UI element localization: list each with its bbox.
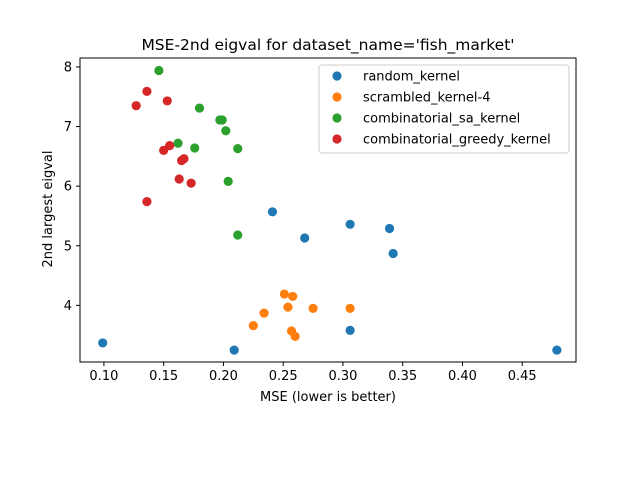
y-tick-label: 5 — [64, 239, 72, 254]
plot-frame — [79, 57, 577, 363]
data-point-3-1 — [154, 65, 164, 76]
data-point-1-2 — [229, 345, 239, 355]
chart-title: MSE-2nd eigval for dataset_name='fish_ma… — [141, 36, 514, 55]
data-point-2-2 — [259, 308, 269, 318]
data-point-1-7 — [384, 223, 395, 234]
data-point-2-8 — [308, 303, 318, 313]
data-point-3-8 — [223, 176, 233, 186]
legend-box — [318, 64, 570, 154]
x-tick-label: 0.40 — [448, 369, 477, 384]
y-tick-label: 8 — [64, 60, 72, 75]
legend-marker-1 — [332, 71, 342, 81]
data-point-2-5 — [288, 291, 298, 302]
data-point-3-2 — [173, 138, 183, 148]
data-point-1-4 — [300, 233, 310, 243]
data-point-2-7 — [290, 331, 300, 341]
x-axis-label: MSE (lower is better) — [260, 390, 396, 405]
legend-label-1: random_kernel — [363, 70, 460, 85]
data-point-1-6 — [345, 325, 355, 336]
legend: random_kernel scrambled_kernel-4 combinato… — [318, 64, 570, 154]
data-point-1-8 — [388, 248, 398, 259]
data-point-4-3 — [142, 197, 152, 207]
data-point-1-1 — [98, 338, 108, 348]
plot-area — [79, 57, 577, 363]
x-tick-label: 0.15 — [149, 369, 178, 384]
data-point-1-9 — [552, 345, 562, 355]
x-tick-label: 0.10 — [89, 369, 118, 384]
data-point-3-10 — [233, 230, 243, 240]
data-point-3-9 — [233, 144, 243, 154]
data-point-4-2 — [142, 86, 152, 96]
x-tick-label: 0.30 — [328, 369, 357, 384]
data-point-4-1 — [131, 101, 141, 111]
x-tick-label: 0.20 — [209, 369, 238, 384]
legend-label-3: combinatorial_sa_kernel — [363, 112, 520, 127]
y-tick-label: 4 — [64, 299, 72, 314]
x-tick-label: 0.35 — [388, 369, 417, 384]
data-point-3-7 — [221, 126, 231, 136]
data-point-2-4 — [283, 302, 293, 312]
data-point-4-7 — [174, 174, 184, 184]
legend-label-4: combinatorial_greedy_kernel — [363, 133, 551, 148]
x-axis: 0.10 0.15 0.20 0.25 0.30 0.35 0.40 0.45 — [89, 362, 537, 384]
data-point-2-9 — [345, 303, 355, 313]
legend-label-2: scrambled_kernel-4 — [363, 91, 491, 106]
legend-marker-2 — [332, 92, 342, 102]
y-axis: 4 5 6 7 8 — [64, 60, 80, 314]
data-point-1-5 — [345, 219, 355, 229]
data-point-4-5 — [162, 96, 172, 106]
data-point-1-3 — [267, 207, 278, 217]
data-point-4-9 — [179, 154, 189, 164]
y-tick-label: 7 — [64, 120, 72, 135]
data-point-4-10 — [186, 178, 196, 188]
data-point-4-6 — [165, 141, 175, 151]
data-point-2-1 — [248, 321, 258, 331]
legend-marker-4 — [332, 134, 342, 144]
data-point-3-4 — [194, 103, 205, 113]
data-point-3-3 — [190, 143, 200, 153]
legend-marker-3 — [332, 113, 342, 123]
y-axis-label: 2nd largest eigval — [41, 151, 56, 268]
x-tick-label: 0.25 — [269, 369, 298, 384]
data-point-3-6 — [217, 115, 227, 125]
x-tick-label: 0.45 — [508, 369, 537, 384]
y-tick-label: 6 — [64, 180, 72, 195]
data-point-2-3 — [279, 289, 289, 299]
